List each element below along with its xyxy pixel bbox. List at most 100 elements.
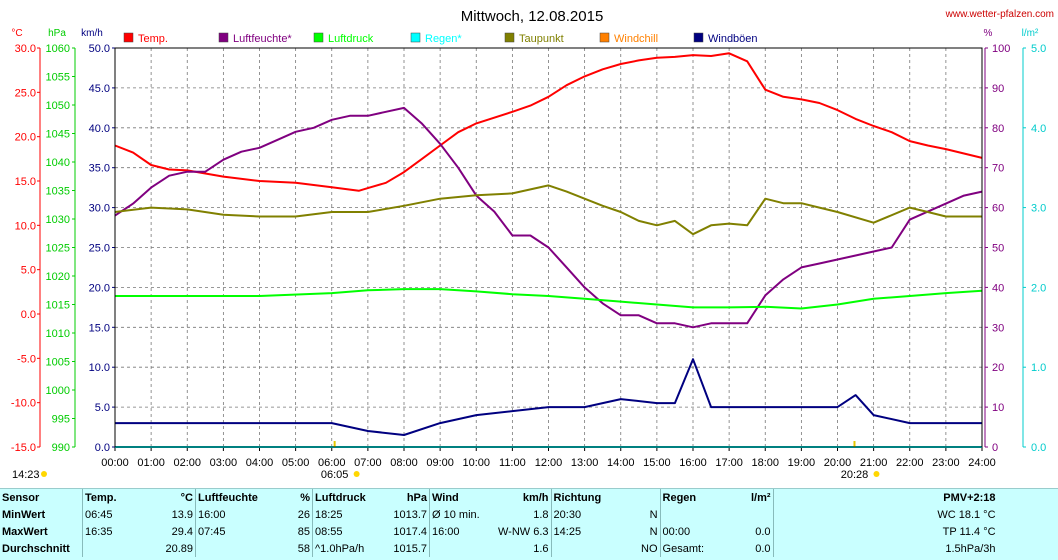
source-label: www.wetter-pfalzen.com (945, 9, 1054, 20)
axis-tick-label: 45.0 (89, 83, 110, 95)
legend-label: Luftdruck (328, 33, 374, 45)
axis-tick-label: 25.0 (89, 243, 110, 255)
axis-unit-label: l/m² (1022, 28, 1039, 39)
axis-tick-label: 10.0 (89, 362, 110, 374)
pmv-value: TP 11.4 °C (772, 523, 998, 540)
axis-tick-label: -15.0 (11, 442, 36, 454)
axis-tick-label: 4.0 (1031, 123, 1046, 135)
direction-value: NO (641, 542, 658, 555)
series-line-temp (114, 52, 983, 192)
axis-tick-label: 0 (992, 442, 998, 454)
x-tick-label: 12:00 (535, 457, 563, 469)
rain-value (735, 506, 774, 523)
x-tick-label: 17:00 (715, 457, 743, 469)
x-tick-label: 03:00 (210, 457, 238, 469)
humidity-value: 26 (297, 508, 310, 521)
x-tick-label: 08:00 (390, 457, 418, 469)
hdr-temp: Temp. (82, 489, 157, 506)
x-tick-label: 09:00 (426, 457, 454, 469)
temp-value: 20.89 (165, 542, 193, 555)
legend-label: Windböen (708, 33, 758, 45)
x-tick-label: 06:00 (318, 457, 346, 469)
axis-tick-label: 995 (52, 414, 70, 426)
legend-swatch (504, 32, 515, 43)
temp-time: 06:45 (82, 506, 157, 523)
legend-label: Taupunkt (519, 33, 564, 45)
hdr-pressure-unit: hPa (406, 491, 427, 504)
axis-tick-label: 1.0 (1031, 362, 1046, 374)
pressure-time: 18:25 (312, 506, 375, 523)
x-tick-label: 20:00 (824, 457, 852, 469)
axis-tick-label: 5.0 (95, 402, 110, 414)
axis-tick-label: 0.0 (1031, 442, 1046, 454)
pressure-value: 1013.7 (393, 508, 427, 521)
chart-title: Mittwoch, 12.08.2015 (461, 8, 604, 25)
x-tick-label: 11:00 (499, 457, 526, 469)
legend: Temp. Luftfeuchte* Luftdruck Regen* Taupunkt… (123, 32, 758, 45)
x-tick-label: 01:00 (137, 457, 165, 469)
x-tick-label: 18:00 (751, 457, 779, 469)
hdr-rain: Regen (659, 489, 735, 506)
axis-tick-label: 1005 (46, 357, 70, 369)
sunset-label: 20:28 (841, 469, 869, 481)
x-tick-label: 02:00 (173, 457, 201, 469)
wind-value: 1.8 (533, 508, 549, 521)
wind-label (429, 540, 496, 557)
axis-tick-label: 40 (992, 282, 1004, 294)
direction-value: N (649, 508, 658, 521)
pressure-time: ^1.0hPa/h (312, 540, 375, 557)
axis-tick-label: 30.0 (15, 43, 36, 55)
axis-tick-label: 70 (992, 163, 1004, 175)
axis-unit-label: hPa (48, 28, 66, 39)
wind-value: 1.6 (533, 542, 549, 555)
legend-label: Luftfeuchte* (233, 33, 292, 45)
legend-label: Regen* (425, 33, 462, 45)
temp-time: 16:35 (82, 523, 157, 540)
axis-tick-label: 10.0 (15, 220, 36, 232)
axis-tick-label: 100 (992, 43, 1010, 55)
row-label: MinWert (2, 508, 46, 521)
axis-tick-label: 50.0 (89, 43, 110, 55)
axis-tick-label: 2.0 (1031, 282, 1046, 294)
x-tick-label: 24:00 (968, 457, 996, 469)
x-tick-label: 15:00 (643, 457, 671, 469)
left-axes: 30.0 25.0 20.0 15.0 10.0 5.0 0.0 -5.0 -10.0 -15.0… (11, 43, 116, 454)
x-tick-label: 16:00 (679, 457, 707, 469)
hdr-wind: Wind (429, 489, 496, 506)
stats-table: Sensor Temp. °C Luftfeuchte % Luftdruck … (0, 489, 998, 557)
rain-value: 0.0 (755, 525, 771, 538)
sun-icon (41, 471, 47, 477)
left-time-label: 14:23 (12, 469, 40, 481)
weather-chart: Mittwoch, 12.08.2015 www.wetter-pfalzen.… (11, 8, 1054, 481)
direction-time: 14:25 (550, 523, 626, 540)
x-tick-label: 23:00 (932, 457, 960, 469)
hdr-temp-unit: °C (180, 491, 193, 504)
legend-label: Windchill (614, 33, 658, 45)
sun-icon (353, 471, 360, 477)
wind-label: Ø 10 min. (429, 506, 496, 523)
legend-swatch (313, 32, 324, 43)
axis-tick-label: 1000 (46, 385, 70, 397)
pmv-value: 1.5hPa/3h (772, 540, 998, 557)
hdr-humidity-unit: % (300, 491, 310, 504)
axis-tick-label: 20.0 (15, 132, 36, 144)
temp-value: 13.9 (171, 508, 193, 521)
axis-tick-label: 10 (992, 402, 1004, 414)
axis-tick-label: 25.0 (15, 87, 36, 99)
axis-tick-label: 1055 (46, 72, 70, 84)
axis-tick-label: 20 (992, 362, 1004, 374)
axis-tick-label: 1045 (46, 129, 70, 141)
x-tick-label: 10:00 (462, 457, 490, 469)
legend-swatch (218, 32, 229, 43)
axis-tick-label: 40.0 (89, 123, 110, 135)
axis-tick-label: 3.0 (1031, 203, 1046, 215)
axis-tick-label: 5.0 (1031, 43, 1046, 55)
axis-unit-label: % (984, 28, 993, 39)
axis-tick-label: 1010 (46, 328, 70, 340)
axis-tick-label: 1015 (46, 300, 70, 312)
x-tick-label: 19:00 (788, 457, 816, 469)
axis-tick-label: 30 (992, 322, 1004, 334)
hdr-rain-unit: l/m² (750, 491, 771, 504)
x-tick-label: 04:00 (246, 457, 274, 469)
